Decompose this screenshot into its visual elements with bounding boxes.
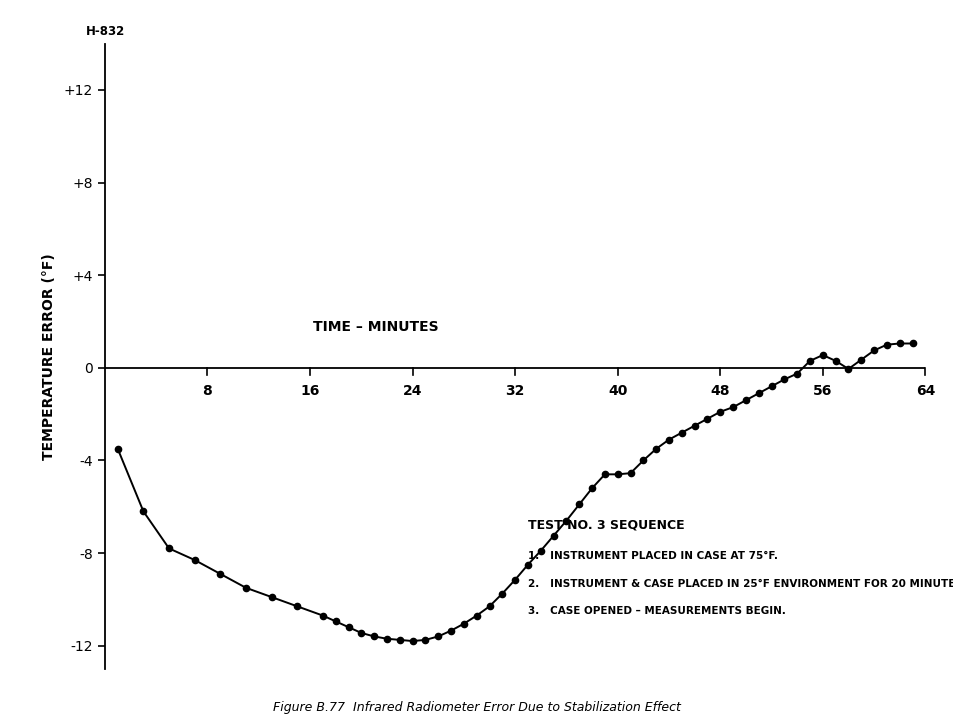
Y-axis label: TEMPERATURE ERROR (°F): TEMPERATURE ERROR (°F) (42, 253, 55, 459)
Text: TIME – MINUTES: TIME – MINUTES (313, 321, 438, 334)
Text: 8: 8 (202, 384, 213, 398)
Text: Figure B.77  Infrared Radiometer Error Due to Stabilization Effect: Figure B.77 Infrared Radiometer Error Du… (273, 701, 680, 714)
Text: TEST NO. 3 SEQUENCE: TEST NO. 3 SEQUENCE (527, 518, 684, 531)
Text: 56: 56 (812, 384, 832, 398)
Text: 24: 24 (402, 384, 422, 398)
Text: 64: 64 (915, 384, 934, 398)
Text: H-832: H-832 (86, 25, 125, 39)
Text: 16: 16 (300, 384, 319, 398)
Text: 1.   INSTRUMENT PLACED IN CASE AT 75°F.: 1. INSTRUMENT PLACED IN CASE AT 75°F. (527, 551, 777, 561)
Text: 2.   INSTRUMENT & CASE PLACED IN 25°F ENVIRONMENT FOR 20 MINUTES.: 2. INSTRUMENT & CASE PLACED IN 25°F ENVI… (527, 579, 953, 589)
Text: 3.   CASE OPENED – MEASUREMENTS BEGIN.: 3. CASE OPENED – MEASUREMENTS BEGIN. (527, 606, 785, 616)
Text: 48: 48 (710, 384, 729, 398)
Text: 32: 32 (505, 384, 524, 398)
Text: 40: 40 (607, 384, 627, 398)
